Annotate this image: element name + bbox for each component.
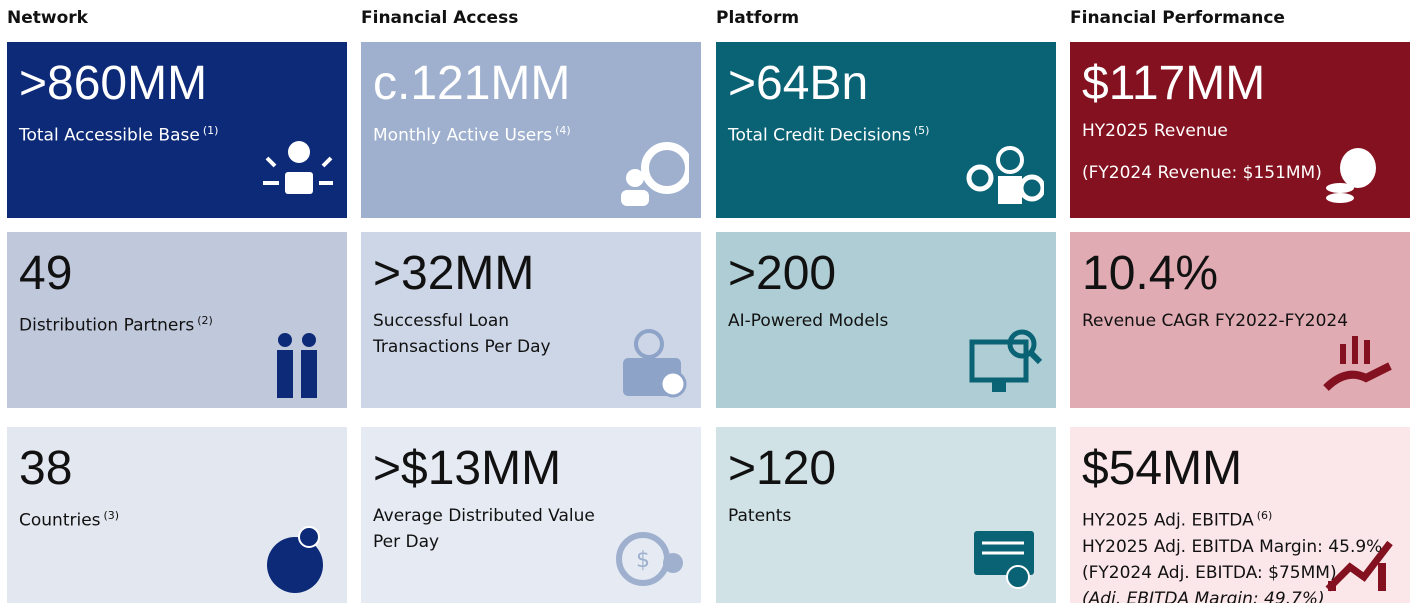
metric-value: >860MM (19, 57, 208, 110)
footnote-ref: (1) (202, 124, 219, 137)
metric-value: $54MM (1082, 442, 1243, 495)
metric-label: HY2025 Adj. EBITDA (6) (1082, 503, 1398, 534)
metric-tile: >860MM Total Accessible Base (1) (7, 42, 347, 218)
metric-tile: >32MM Successful Loan Transactions Per Day (361, 232, 701, 408)
label-line: Per Day (373, 532, 440, 552)
metric-label: Countries (3) (19, 503, 335, 534)
tile-icon (263, 141, 333, 194)
metric-tile: >120 Patents (716, 427, 1056, 603)
column-header: Financial Performance (1070, 8, 1285, 28)
label-line: AI-Powered Models (728, 311, 889, 331)
tile-icon (623, 329, 687, 398)
label-line: Total Credit Decisions (728, 125, 911, 146)
label-line: Countries (19, 510, 101, 531)
metric-detail: HY2025 Adj. EBITDA Margin: 45.9% (1082, 536, 1383, 557)
metric-detail: (FY2024 Adj. EBITDA: $75MM) (1082, 562, 1337, 583)
metric-value: >32MM (373, 247, 535, 300)
tile-icon (1323, 336, 1392, 391)
metric-tile: c.121MM Monthly Active Users (4) (361, 42, 701, 218)
label-line: Transactions Per Day (373, 337, 551, 357)
metric-tile: 38 Countries (3) (7, 427, 347, 603)
metric-label: Total Credit Decisions (5) (728, 118, 1044, 149)
metric-label: Distribution Partners (2) (19, 308, 335, 339)
metric-tile: 10.4% Revenue CAGR FY2022-FY2024 (1070, 232, 1410, 408)
tile-icon (1326, 148, 1376, 203)
tile-icon: $ (616, 532, 683, 586)
metric-tile: 49 Distribution Partners (2) (7, 232, 347, 408)
label-line: Monthly Active Users (373, 125, 553, 146)
metric-tile: $117MM HY2025 Revenue (FY2024 Revenue: $15… (1070, 42, 1410, 218)
tile-icon (1325, 540, 1393, 592)
metric-value: >200 (728, 247, 837, 300)
footnote-ref: (6) (1256, 509, 1273, 522)
metric-value: c.121MM (373, 57, 571, 110)
metric-label: Total Accessible Base (1) (19, 118, 335, 149)
tile-icon (969, 329, 1043, 392)
column-header: Financial Access (361, 8, 519, 28)
label-line: Patents (728, 506, 792, 526)
metric-value: >$13MM (373, 442, 562, 495)
tile-icon (277, 333, 317, 398)
label-line: Total Accessible Base (19, 125, 200, 146)
label-line: HY2025 Adj. EBITDA (1082, 510, 1254, 531)
metric-value: >64Bn (728, 57, 869, 110)
metric-label: AI-Powered Models (728, 308, 1044, 334)
metric-label: Average Distributed Value Per Day (373, 503, 689, 555)
metric-value: >120 (728, 442, 837, 495)
metric-detail: (FY2024 Revenue: $151MM) (1082, 163, 1322, 183)
metric-value: 38 (19, 442, 73, 495)
label-line: Revenue CAGR FY2022-FY2024 (1082, 311, 1349, 331)
metric-label: Successful Loan Transactions Per Day (373, 308, 689, 360)
metric-value: 10.4% (1082, 247, 1219, 300)
metric-tile: $54MM HY2025 Adj. EBITDA (6) HY2025 Adj. EB… (1070, 427, 1410, 603)
svg-text:$: $ (636, 548, 650, 573)
column-header: Platform (716, 8, 800, 28)
metric-tile: >64Bn Total Credit Decisions (5) (716, 42, 1056, 218)
tile-icon (621, 142, 689, 206)
metric-label: Monthly Active Users (4) (373, 118, 689, 149)
metric-label: Revenue CAGR FY2022-FY2024 (1082, 308, 1398, 334)
footnote-ref: (4) (555, 124, 571, 137)
label-line: HY2025 Revenue (1082, 121, 1228, 141)
tile-icon (966, 146, 1044, 204)
metric-label: HY2025 Revenue (1082, 118, 1398, 144)
footnote-ref: (5) (913, 124, 930, 137)
tile-icon (974, 531, 1034, 589)
metric-detail: (Adj. EBITDA Margin: 49.7%) (1082, 588, 1325, 603)
metric-value: 49 (19, 247, 73, 300)
metric-value: $117MM (1082, 57, 1266, 110)
label-line: Successful Loan (373, 311, 510, 331)
label-line: Distribution Partners (19, 315, 195, 336)
column-header: Network (7, 8, 88, 28)
metric-label: Patents (728, 503, 1044, 529)
metric-tile: >200 AI-Powered Models (716, 232, 1056, 408)
metric-tile: >$13MM Average Distributed Value Per Day $ (361, 427, 701, 603)
label-line: Average Distributed Value (373, 506, 595, 526)
footnote-ref: (3) (103, 509, 120, 522)
footnote-ref: (2) (197, 314, 213, 327)
tile-icon (267, 526, 323, 593)
